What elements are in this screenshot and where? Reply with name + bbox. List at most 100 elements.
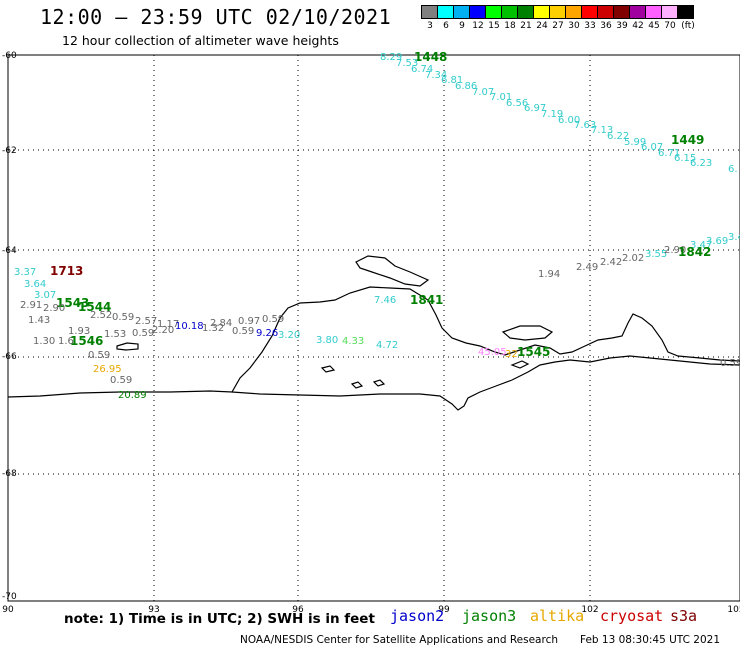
wave-height-label: 1.17 [157, 319, 179, 330]
colorbar-label: 42 [632, 21, 644, 31]
wave-height-label: 6.23 [690, 158, 712, 169]
wave-height-label: 5.99 [624, 137, 646, 148]
wave-height-label: 6.15 [674, 153, 696, 164]
observation-labels: 8.29 14487.536.747.346.816.867.077.016.56… [14, 50, 740, 401]
pass-time-label: 1449 [671, 133, 704, 147]
wave-height-label: 6.00 [558, 115, 580, 126]
wave-height-label: 0.59 [88, 350, 110, 361]
wave-height-label: 3.64 [24, 279, 46, 290]
island-north [355, 255, 430, 287]
colorbar-label: 6 [443, 21, 449, 31]
colorbar-label: 3 [427, 21, 433, 31]
colorbar-label: 18 [504, 21, 516, 31]
coastline-shelf [231, 355, 740, 411]
x-tick-label: 99 [438, 605, 450, 615]
wave-height-label: 1.53 [104, 329, 126, 340]
x-tick-label: 90 [2, 605, 14, 615]
wave-height-label: 6.74 [411, 64, 433, 75]
island-west [116, 342, 139, 351]
coastline [7, 255, 740, 411]
wave-height-label: 3.55 [645, 249, 667, 260]
plot-frame [7, 54, 740, 602]
pass-time-label: 1842 [678, 245, 711, 259]
wave-height-label: 6.56 [506, 98, 528, 109]
wave-height-label: 32 [505, 349, 518, 360]
wave-height-label: 6.81 [441, 75, 463, 86]
wave-height-label: 0.59 [112, 312, 134, 323]
wave-height-label: 9.26 [256, 328, 278, 339]
wave-height-label: 1.94 [538, 269, 560, 280]
wave-height-label: 2.57 [135, 316, 157, 327]
pass-time-label: 1543 [56, 296, 89, 310]
pass-time-label: 1544 [78, 300, 111, 314]
x-tick-label: 96 [292, 605, 304, 615]
wave-height-label: 45.05 [478, 347, 507, 358]
wave-height-label: 7.13 [591, 125, 613, 136]
colorbar-label: 45 [648, 21, 660, 31]
colorbar-label: 70 [664, 21, 676, 31]
colorbar-unit: (ft) [681, 21, 695, 31]
wave-height-label: 3.07 [34, 290, 56, 301]
wave-height-label: 3.37 [14, 267, 36, 278]
wave-height-label: 1.32 [202, 323, 224, 334]
map-subtitle: 12 hour collection of altimeter wave hei… [62, 33, 339, 48]
islet-4 [372, 379, 386, 387]
colorbar-label: 21 [520, 21, 532, 31]
wave-height-label: 10.18 [175, 321, 204, 332]
wave-height-label: 3.69 [706, 236, 728, 247]
wave-height-label: 6.86 [455, 81, 477, 92]
wave-height-label: 2.52 [90, 310, 112, 321]
islet-2 [320, 365, 336, 373]
satellite-jason2: jason2 [390, 607, 445, 625]
wave-height-label: 2.02 [622, 253, 644, 264]
colorbar-label: 27 [552, 21, 564, 31]
wave-height-label: 2.49 [576, 262, 598, 273]
wave-height-label: 6.71 [658, 148, 680, 159]
colorbar-label: 36 [600, 21, 612, 31]
coastline-main [7, 286, 740, 398]
wave-height-label: 7.53 [396, 58, 418, 69]
colorbar-label: 30 [568, 21, 580, 31]
wave-height-label: 4.72 [376, 340, 398, 351]
wave-height-label: 0.59 [232, 326, 254, 337]
wave-height-colorbar [421, 5, 694, 19]
y-tick-label: -64 [2, 246, 17, 256]
x-tick-label: 105 [727, 605, 740, 615]
wave-height-label: 0.59 [132, 328, 154, 339]
wave-height-label: 8.29 [380, 52, 402, 63]
island-east [501, 325, 554, 341]
wave-height-label: 3.80 [316, 335, 338, 346]
y-tick-label: -62 [2, 146, 17, 156]
wave-height-label: 0.59 [720, 358, 740, 369]
y-tick-label: -70 [2, 592, 17, 602]
colorbar-cell [677, 5, 694, 19]
wave-height-label: 7.63 [574, 120, 596, 131]
wave-height-label: 7.19 [541, 109, 563, 120]
wave-height-label: 1.43 [28, 315, 50, 326]
wave-height-label: 0.59 [262, 314, 284, 325]
colorbar-label: 24 [536, 21, 548, 31]
map-title: 12:00 – 23:59 UTC 02/10/2021 [40, 5, 392, 29]
wave-height-label: 2.42 [600, 257, 622, 268]
wave-height-label: 7.01 [490, 92, 512, 103]
colorbar-label: 33 [584, 21, 596, 31]
wave-height-label: 0.59 [110, 375, 132, 386]
x-tick-labels: 90 93 96 99 102 105 [2, 605, 740, 615]
wave-height-label: 2.90 [43, 303, 65, 314]
colorbar-label: 15 [488, 21, 500, 31]
pass-time-label: 1713 [50, 264, 83, 278]
pass-time-label: 1545 [517, 345, 550, 359]
wave-height-label: 2.91 [20, 300, 42, 311]
wave-height-label: 0.97 [238, 316, 260, 327]
wave-height-label: 6.07 [641, 142, 663, 153]
wave-height-label: 1.6 [58, 336, 74, 347]
satellite-s3a: s3a [670, 607, 698, 625]
x-tick-label: 102 [581, 605, 598, 615]
colorbar-label: 9 [459, 21, 465, 31]
pass-time-label: 1546 [70, 334, 103, 348]
wave-height-label: 3.20 [278, 330, 300, 341]
wave-height-label: 3.47 [690, 240, 712, 251]
wave-height-label: 2.90 [664, 245, 686, 256]
